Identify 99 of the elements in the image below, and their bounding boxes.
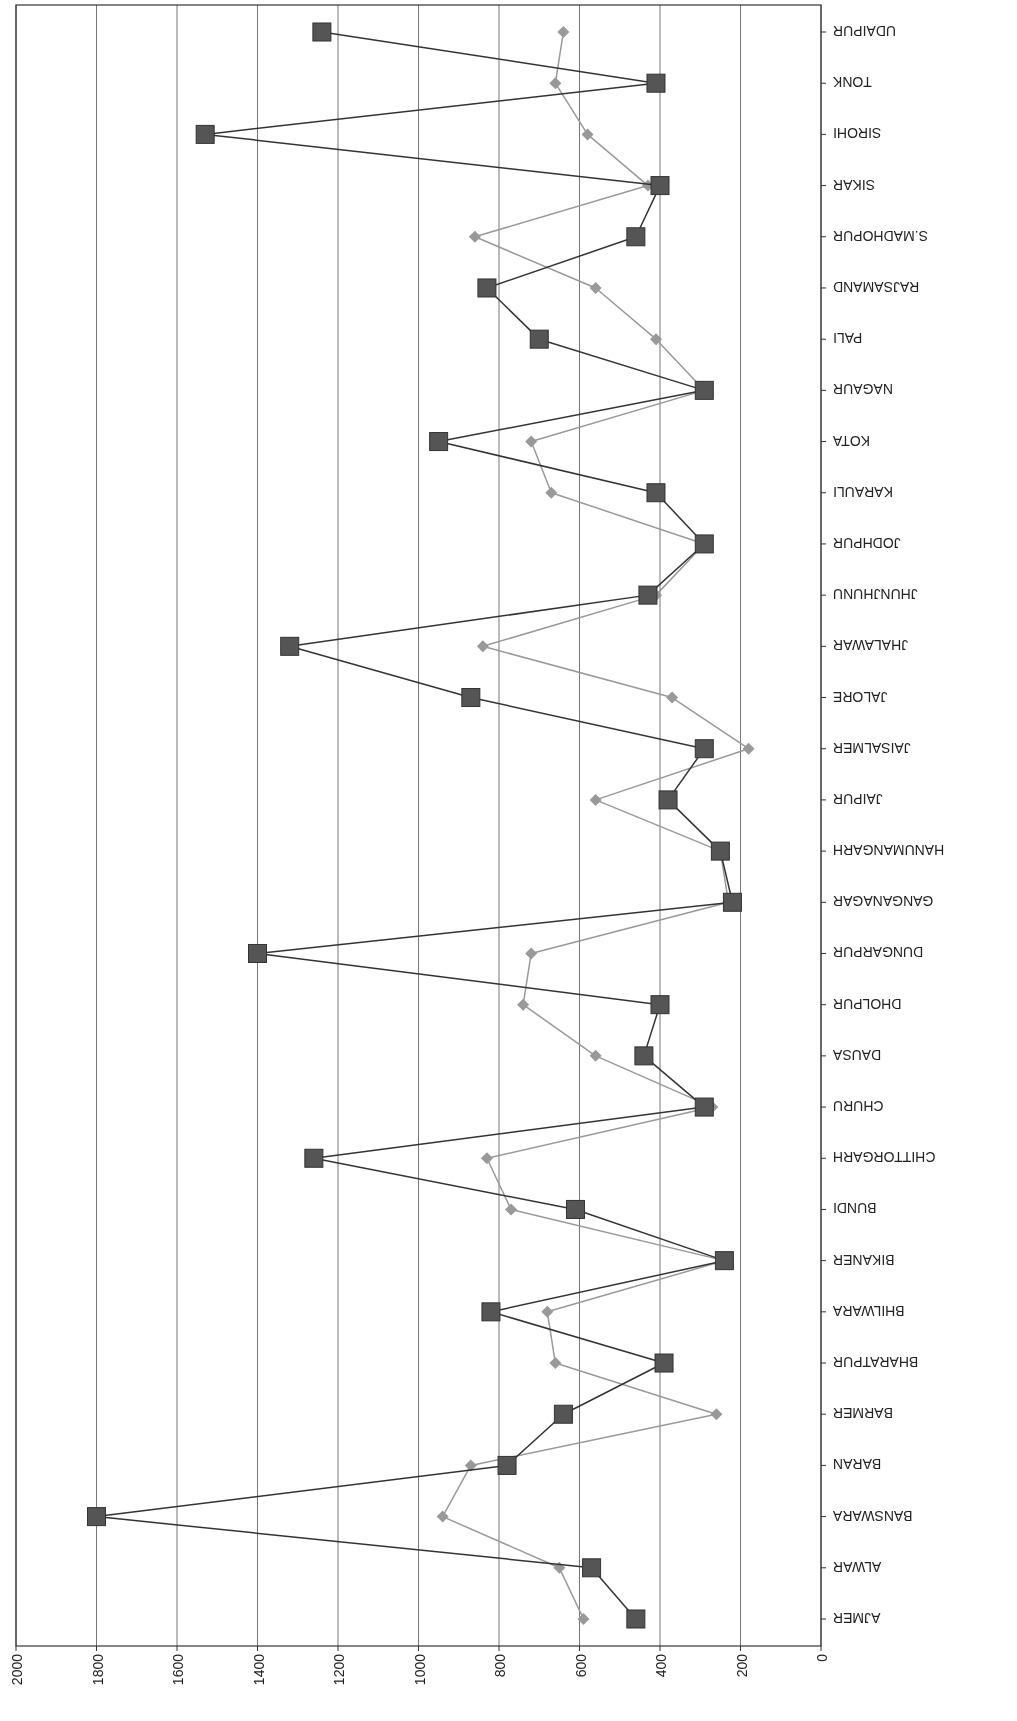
point: [517, 998, 530, 1011]
point: [476, 640, 489, 653]
point: [481, 1302, 501, 1322]
y-tick-label: S.MADHOPUR: [833, 227, 928, 244]
y-tick-label: BARMER: [833, 1405, 893, 1422]
y-tick-label: DAUSA: [832, 1046, 882, 1063]
x-tick-label: 1800: [89, 1653, 106, 1686]
x-tick-label: 800: [492, 1653, 508, 1678]
point: [480, 1152, 493, 1165]
point: [549, 1357, 562, 1370]
point: [710, 1408, 723, 1421]
y-tick-label: DHOLPUR: [833, 995, 902, 1012]
point: [505, 1203, 518, 1216]
point: [553, 1404, 573, 1424]
point: [742, 742, 755, 755]
y-tick-label: GANGANAGAR: [833, 893, 934, 910]
point: [565, 1199, 585, 1219]
point: [589, 1049, 602, 1062]
point: [722, 892, 742, 912]
y-tick-label: BHILWARA: [832, 1302, 905, 1319]
point: [646, 73, 666, 93]
point: [577, 1613, 590, 1625]
point: [626, 227, 646, 247]
point: [525, 947, 538, 960]
point: [649, 333, 662, 346]
point: [710, 841, 730, 861]
point: [529, 329, 549, 349]
y-tick-label: BANSWARA: [832, 1507, 913, 1524]
y-tick-label: AJMER: [833, 1610, 881, 1626]
x-tick-label: 400: [653, 1653, 669, 1678]
point: [589, 793, 602, 806]
x-tick-label: 1000: [411, 1653, 428, 1686]
y-tick-label: KARAULI: [833, 483, 893, 500]
point: [468, 230, 481, 243]
y-tick-label: NAGAUR: [833, 381, 893, 398]
y-tick-label: CHURU: [833, 1098, 884, 1115]
point: [581, 128, 594, 141]
y-tick-label: UDAIPUR: [833, 23, 897, 39]
point: [545, 486, 558, 499]
y-tick-label: TONK: [832, 74, 872, 91]
point: [714, 1251, 734, 1271]
point: [638, 585, 658, 605]
point: [429, 432, 449, 452]
point: [694, 1097, 714, 1117]
y-tick-label: BHARATPUR: [833, 1354, 919, 1371]
point: [248, 943, 267, 963]
x-tick-label: 0: [814, 1653, 830, 1662]
point: [646, 483, 666, 503]
point: [477, 278, 497, 298]
y-tick-label: BARAN: [833, 1456, 882, 1473]
point: [312, 22, 332, 42]
point: [694, 380, 714, 400]
point: [650, 995, 670, 1015]
point: [557, 26, 570, 38]
y-tick-label: RAJSAMAND: [833, 278, 920, 295]
point: [195, 124, 215, 144]
y-tick-label: JAIPUR: [833, 790, 883, 807]
point: [553, 1561, 566, 1574]
point: [525, 435, 538, 448]
point: [436, 1510, 449, 1523]
point: [280, 636, 300, 656]
point: [304, 1148, 324, 1168]
point: [464, 1459, 477, 1472]
x-tick-label: 200: [733, 1653, 750, 1678]
y-tick-label: SIROHI: [833, 125, 882, 142]
y-tick-label: JHALAWAR: [833, 637, 909, 654]
point: [626, 1609, 646, 1629]
y-tick-label: PALI: [833, 330, 863, 347]
y-tick-label: JODHPUR: [833, 534, 901, 551]
point: [461, 688, 481, 708]
point: [654, 1353, 674, 1373]
y-tick-label: BUNDI: [833, 1200, 877, 1217]
x-tick-label: 1400: [250, 1653, 267, 1686]
point: [589, 281, 602, 294]
y-tick-label: HANUMANGARH: [833, 842, 945, 859]
x-tick-label: 2000: [9, 1653, 25, 1686]
point: [87, 1507, 106, 1527]
point: [541, 1305, 554, 1318]
point: [658, 790, 678, 810]
y-tick-label: JHUNJHUNU: [833, 586, 918, 603]
y-tick-label: SIKAR: [833, 176, 876, 193]
x-tick-label: 1600: [170, 1653, 186, 1686]
point: [634, 1046, 654, 1066]
x-tick-label: 1200: [331, 1653, 347, 1686]
y-tick-label: JALORE: [833, 688, 888, 705]
y-tick-label: KOTA: [832, 432, 871, 449]
x-tick-label: 600: [572, 1653, 589, 1678]
point: [694, 739, 714, 759]
y-tick-label: ALWAR: [833, 1558, 882, 1575]
point: [666, 691, 679, 704]
point: [582, 1558, 602, 1578]
point: [549, 77, 562, 90]
y-tick-label: CHITTORGARH: [833, 1149, 936, 1166]
point: [497, 1455, 517, 1475]
y-tick-label: DUNGARPUR: [833, 944, 924, 961]
point: [650, 176, 670, 196]
y-tick-label: JAISALMER: [833, 739, 911, 756]
point: [694, 534, 714, 554]
y-tick-label: BIKANER: [833, 1251, 895, 1268]
